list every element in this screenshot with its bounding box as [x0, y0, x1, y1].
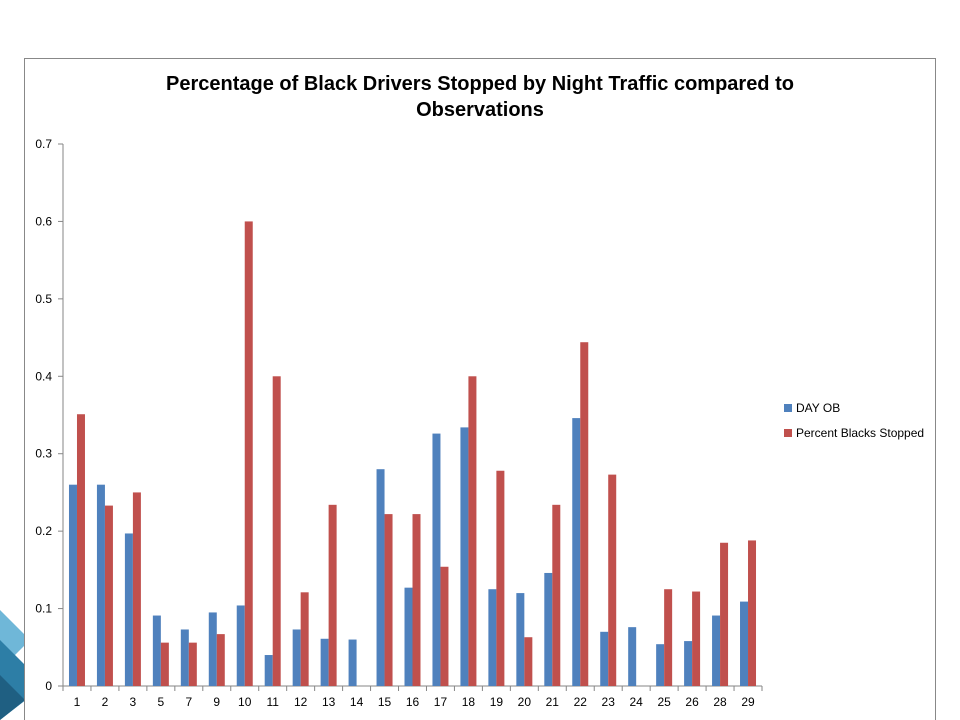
bar-percent-blacks-stopped-7	[188, 642, 197, 686]
x-tick-label: 2	[102, 695, 109, 709]
y-tick-label: 0.6	[35, 214, 52, 228]
y-tick-label: 0.7	[35, 137, 52, 151]
chart-title: Percentage of Black Drivers Stopped by N…	[24, 71, 936, 123]
bar-percent-blacks-stopped-3	[132, 492, 141, 686]
bar-percent-blacks-stopped-5	[160, 642, 169, 686]
bar-percent-blacks-stopped-10	[244, 221, 253, 686]
chart-area	[24, 58, 936, 720]
x-tick-label: 14	[350, 695, 364, 709]
bar-day-ob-23	[600, 631, 609, 686]
bar-percent-blacks-stopped-1	[76, 414, 85, 686]
bar-percent-blacks-stopped-23	[608, 474, 617, 686]
legend-swatch	[784, 429, 792, 437]
x-tick-label: 11	[266, 695, 279, 709]
x-tick-label: 7	[185, 695, 192, 709]
bar-day-ob-26	[684, 641, 693, 686]
bar-day-ob-24	[628, 627, 637, 686]
bar-day-ob-11	[264, 655, 273, 686]
bar-day-ob-19	[488, 589, 497, 686]
x-tick-label: 25	[657, 695, 671, 709]
legend-swatch	[784, 404, 792, 412]
bar-percent-blacks-stopped-12	[300, 592, 309, 686]
bar-percent-blacks-stopped-16	[412, 514, 421, 686]
x-tick-label: 9	[213, 695, 220, 709]
y-tick-label: 0	[45, 679, 52, 693]
x-tick-label: 12	[294, 695, 308, 709]
x-tick-label: 29	[741, 695, 755, 709]
x-tick-label: 10	[238, 695, 252, 709]
bar-day-ob-16	[404, 587, 413, 686]
bar-day-ob-28	[712, 615, 721, 686]
bar-day-ob-1	[68, 484, 77, 686]
bar-day-ob-5	[152, 615, 161, 686]
bar-day-ob-2	[96, 484, 105, 686]
bar-percent-blacks-stopped-22	[580, 342, 589, 686]
x-tick-label: 21	[546, 695, 560, 709]
x-tick-label: 24	[630, 695, 644, 709]
bar-day-ob-21	[544, 572, 553, 686]
x-tick-label: 23	[602, 695, 616, 709]
x-tick-label: 15	[378, 695, 392, 709]
bar-day-ob-9	[208, 612, 217, 686]
y-tick-label: 0.3	[35, 447, 52, 461]
x-tick-label: 17	[434, 695, 448, 709]
bar-day-ob-7	[180, 629, 189, 686]
bar-day-ob-3	[124, 533, 133, 686]
bar-day-ob-15	[376, 469, 385, 686]
y-tick-label: 0.4	[35, 369, 52, 383]
bar-percent-blacks-stopped-17	[440, 566, 449, 686]
x-tick-label: 3	[130, 695, 137, 709]
x-tick-label: 18	[462, 695, 476, 709]
bar-day-ob-22	[572, 418, 581, 686]
legend-label: DAY OB	[796, 401, 840, 415]
bar-percent-blacks-stopped-13	[328, 504, 337, 686]
bar-percent-blacks-stopped-28	[720, 542, 729, 686]
x-tick-label: 16	[406, 695, 420, 709]
x-tick-label: 20	[518, 695, 532, 709]
bar-day-ob-18	[460, 427, 469, 686]
bar-day-ob-10	[236, 605, 245, 686]
bar-day-ob-20	[516, 593, 525, 686]
bar-percent-blacks-stopped-29	[748, 540, 757, 686]
bar-day-ob-29	[740, 601, 749, 686]
x-tick-label: 22	[574, 695, 588, 709]
bar-day-ob-12	[292, 629, 301, 686]
bar-day-ob-17	[432, 433, 441, 686]
y-tick-label: 0.1	[35, 602, 52, 616]
bar-day-ob-14	[348, 639, 357, 686]
bar-day-ob-25	[656, 644, 665, 686]
x-tick-label: 1	[74, 695, 81, 709]
x-tick-label: 28	[713, 695, 727, 709]
bar-percent-blacks-stopped-2	[104, 505, 113, 686]
y-tick-label: 0.5	[35, 292, 52, 306]
bar-percent-blacks-stopped-18	[468, 376, 477, 686]
legend-label: Percent Blacks Stopped	[796, 426, 924, 440]
bar-percent-blacks-stopped-15	[384, 514, 393, 686]
x-tick-label: 26	[685, 695, 699, 709]
slide-corner-decoration	[0, 610, 45, 720]
bar-percent-blacks-stopped-25	[664, 589, 673, 686]
bar-day-ob-13	[320, 638, 329, 686]
bar-percent-blacks-stopped-21	[552, 504, 561, 686]
y-tick-label: 0.2	[35, 524, 52, 538]
x-tick-label: 13	[322, 695, 336, 709]
bar-percent-blacks-stopped-26	[692, 591, 701, 686]
x-tick-label: 5	[158, 695, 165, 709]
bar-percent-blacks-stopped-11	[272, 376, 281, 686]
x-tick-label: 19	[490, 695, 504, 709]
bar-percent-blacks-stopped-19	[496, 470, 505, 686]
chart-title-line-2: Observations	[416, 99, 544, 121]
bar-percent-blacks-stopped-9	[216, 634, 225, 686]
bar-percent-blacks-stopped-20	[524, 637, 533, 686]
chart-title-line-1: Percentage of Black Drivers Stopped by N…	[166, 73, 794, 95]
